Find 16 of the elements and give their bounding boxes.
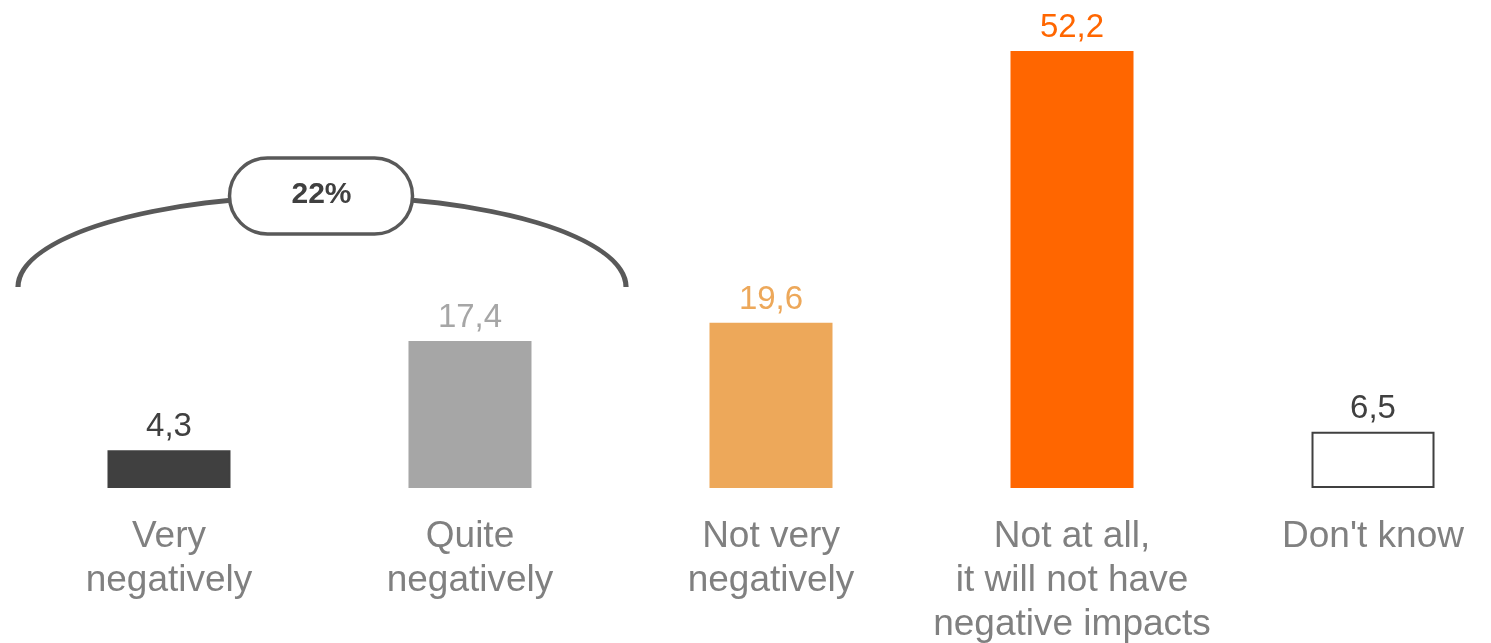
data-label: 19,6 xyxy=(738,278,804,316)
data-label: 17,4 xyxy=(437,297,503,334)
data-label: 6,5 xyxy=(1350,387,1396,425)
bar xyxy=(408,341,532,488)
x-tick-label: Not very negatively xyxy=(687,513,855,599)
x-tick-label: Quite negatively xyxy=(386,513,554,599)
bar xyxy=(709,322,833,488)
x-tick-label: Don't know xyxy=(1282,513,1465,555)
bar xyxy=(1010,51,1134,488)
annotation: 22% xyxy=(291,176,352,209)
data-label: 52,2 xyxy=(1039,7,1105,44)
data-label: 4,3 xyxy=(146,406,192,444)
bar xyxy=(1311,431,1435,488)
x-tick-label: Not at all, it will not have negative impacts xyxy=(933,513,1211,643)
bar xyxy=(107,450,231,488)
x-tick-label: Very negatively xyxy=(85,513,253,599)
